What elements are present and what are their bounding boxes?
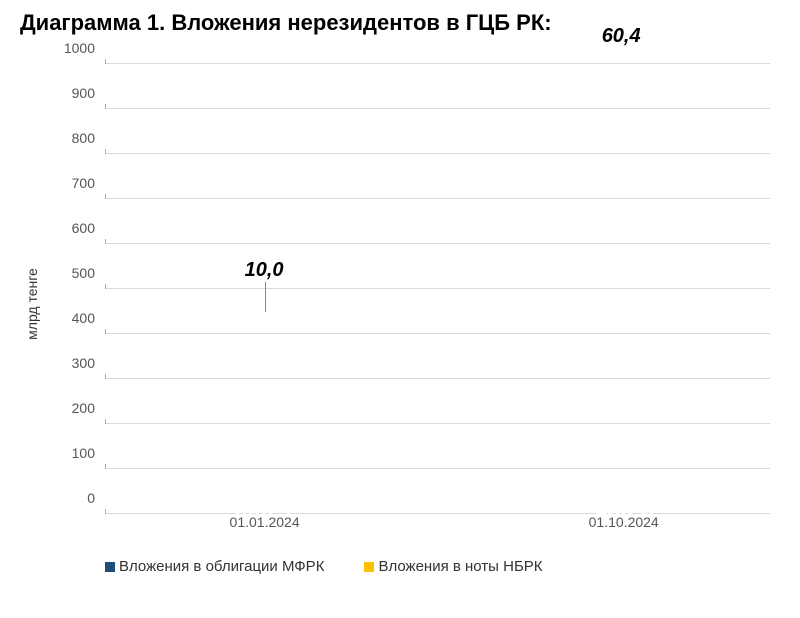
plot-area: 01002003004005006007008009001000444,710,… xyxy=(105,64,770,514)
y-tick-label: 600 xyxy=(72,220,95,236)
legend: Вложения в облигации МФРК Вложения в нот… xyxy=(105,558,780,575)
y-tick-label: 1000 xyxy=(64,40,95,56)
legend-label-2: Вложения в ноты НБРК xyxy=(378,558,542,575)
y-tick-label: 500 xyxy=(72,265,95,281)
y-tick-label: 100 xyxy=(72,445,95,461)
y-tick-label: 900 xyxy=(72,85,95,101)
gridline xyxy=(105,108,770,109)
x-axis: 01.01.2024 01.10.2024 xyxy=(105,514,770,536)
y-tick-label: 700 xyxy=(72,175,95,191)
chart-title: Диаграмма 1. Вложения нерезидентов в ГЦБ… xyxy=(20,10,780,36)
gridline xyxy=(105,243,770,244)
y-tick-label: 400 xyxy=(72,310,95,326)
y-axis-label: млрд тенге xyxy=(24,268,40,340)
gridline xyxy=(105,198,770,199)
callout-line xyxy=(265,282,266,311)
legend-swatch-1 xyxy=(105,562,115,572)
y-tick-label: 200 xyxy=(72,400,95,416)
x-tick-label: 01.10.2024 xyxy=(589,514,659,530)
legend-swatch-2 xyxy=(364,562,374,572)
gridline xyxy=(105,288,770,289)
gridline xyxy=(105,468,770,469)
x-tick-label: 01.01.2024 xyxy=(230,514,300,530)
y-tick-label: 0 xyxy=(87,490,95,506)
gridline xyxy=(105,378,770,379)
gridline xyxy=(105,153,770,154)
y-tick-label: 800 xyxy=(72,130,95,146)
bar-value-label-top: 10,0 xyxy=(245,259,284,282)
chart-area: млрд тенге 01002003004005006007008009001… xyxy=(50,54,780,554)
gridline xyxy=(105,63,770,64)
y-tick-label: 300 xyxy=(72,355,95,371)
gridline xyxy=(105,333,770,334)
legend-item-series-1: Вложения в облигации МФРК xyxy=(105,558,324,575)
legend-item-series-2: Вложения в ноты НБРК xyxy=(364,558,542,575)
gridline xyxy=(105,423,770,424)
legend-label-1: Вложения в облигации МФРК xyxy=(119,558,324,575)
